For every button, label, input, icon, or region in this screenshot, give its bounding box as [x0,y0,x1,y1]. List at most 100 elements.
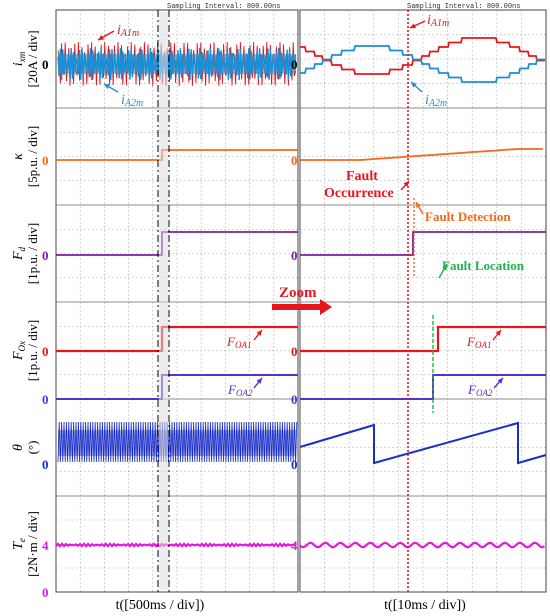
trace-ia1m-right [300,37,545,75]
zoom-window [159,12,168,590]
svg-text:iA1m: iA1m [427,13,449,29]
svg-text:iA2m: iA2m [425,93,447,109]
arrow-foa2-right-head [497,378,503,384]
ylabel-current: ixm[20A / div] [11,30,40,87]
ylabel-kappa: κ [5p.u. / div] [11,126,40,187]
arrow-ia1-left-head [98,35,104,40]
ylabel-theta-symbol: θ [11,444,26,451]
sampling-interval-right: Sampling Interval: 800.00ns [407,3,520,11]
ylabel-theta: θ (°) [11,441,40,455]
ylabel-theta-unit: (°) [25,441,40,455]
trace-ia2m-right [300,45,545,83]
right-plot-grid [299,9,547,593]
zero-label-right-kappa: 0 [291,153,298,168]
zero-label-torque: 4 [42,538,49,553]
ylabel-kappa-main: κ [11,153,26,160]
annotation-fault: Fault [346,169,378,184]
zero-label-right-current: 0 [291,57,298,72]
ylabel-fd-symbol: F [11,251,26,261]
left-frame [55,9,299,593]
ylabel-fox-sub: Ox [17,341,27,352]
trace-theta-right [299,421,547,465]
zero-label-fd: 0 [42,248,49,263]
sampling-interval-left: Sampling Interval: 800.00ns [167,3,280,11]
zero-label-right-fox: 0 [291,344,298,359]
zero-label-fox: 0 [42,344,49,359]
ylabel-fd: Fd[1p.u. / div] [11,223,40,284]
arrow-fault-detection-head [416,202,421,208]
zoom-arrow [272,299,332,315]
zero-level-labels: 0 0 0 0 0 0 0 0 0 0 4 4 0 0 0 [42,57,298,600]
svg-text:FOA1: FOA1 [466,334,491,350]
left-plot-grid [55,9,299,593]
trace-fd-right [300,231,546,256]
label-ia1-left: iA1m [117,23,139,39]
annotation-fault-location: Fault Location [442,258,525,273]
label-foa2-right: FOA2 [467,382,493,398]
trace-foa1-right [300,325,546,353]
right-frame [299,9,547,593]
zero-label-right-theta: 0 [291,457,298,472]
svg-text:iA1m: iA1m [117,23,139,39]
zero-label-theta: 0 [42,457,49,472]
label-ia2-right: iA2m [425,93,447,109]
ylabel-fox-unit: [1p.u. / div] [25,320,40,381]
x-axis-label-left: t([500ms / div]) [116,598,205,613]
trace-torque-right [299,541,546,549]
ylabel-torque-main: Te [11,538,27,550]
label-foa1-left: FOA1 [226,334,251,350]
ylabel-theta-main: θ [11,444,26,451]
arrow-foa1-left-head [256,330,262,336]
ylabel-current-main: ixm [11,51,27,66]
label-foa2-left: FOA2 [227,382,253,398]
zero-label-current: 0 [42,57,49,72]
label-ia1-right: iA1m [427,13,449,29]
zero-label-right-foa2: 0 [291,392,298,407]
ylabel-fox-main: FOx [11,341,27,361]
zero-label-torque-bottom: 0 [42,585,49,600]
svg-text:FOA1: FOA1 [226,334,251,350]
arrow-ia2-right-head [411,82,417,88]
label-ia2-left: iA2m [121,93,143,109]
trace-torque-left [55,542,297,548]
ylabel-torque: Te[2N·m / div] [11,511,40,577]
svg-text:FOA2: FOA2 [227,382,253,398]
arrow-foa1-right-head [495,330,501,336]
arrow-ia1-right-head [410,23,416,29]
label-foa1-right: FOA1 [466,334,491,350]
ylabel-kappa-symbol: κ [11,153,26,160]
svg-text:iA2m: iA2m [121,93,143,109]
zero-label-kappa: 0 [42,153,49,168]
zero-label-right-fd: 0 [291,248,298,263]
ylabel-torque-sub: e [17,538,27,542]
y-axis-labels: ixm[20A / div]κ [5p.u. / div]Fd[1p.u. / d… [11,30,40,576]
ylabel-torque-unit: [2N·m / div] [25,511,40,577]
ylabel-kappa-unit: [5p.u. / div] [25,126,40,187]
trace-kappa-right [300,148,543,161]
arrow-foa2-left-head [256,378,262,384]
signal-traces [55,37,547,549]
arrow-fault-location-head [442,264,447,270]
ylabel-current-unit: [20A / div] [25,30,40,87]
zero-label-right-torque: 4 [291,538,298,553]
arrow-fault-occurrence-head [403,181,409,187]
ylabel-fd-unit: [1p.u. / div] [25,223,40,284]
ylabel-current-symbol: i [11,62,26,66]
zero-label-foa2: 0 [42,392,49,407]
x-axis-label-right: t([10ms / div]) [384,598,466,613]
trace-current-envelope-left [58,54,296,74]
annotation-zoom: Zoom [279,285,317,301]
svg-text:FOA2: FOA2 [467,382,493,398]
event-markers [97,10,504,592]
ylabel-torque-symbol: T [11,541,26,550]
trace-theta-left [57,421,298,463]
annotation-occurrence: Occurrence [324,186,394,201]
ylabel-current-sub: xm [17,51,27,63]
ylabel-fd-sub: d [17,246,27,251]
ylabel-fox-symbol: F [11,351,26,361]
trace-theta-envelope-left [58,430,296,456]
ylabel-fox: FOx[1p.u. / div] [11,320,40,381]
ylabel-fd-main: Fd [11,246,27,261]
annotation-fault-detection: Fault Detection [425,209,511,224]
